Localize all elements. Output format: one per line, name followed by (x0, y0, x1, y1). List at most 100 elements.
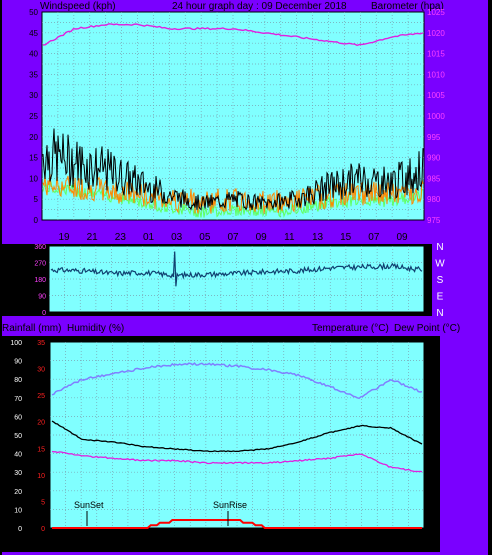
right-tick-label: 1015 (427, 50, 445, 59)
dir-tick-label: 360 (34, 244, 46, 251)
dewpoint-line (51, 450, 423, 473)
x-tick-label: 03 (171, 232, 183, 243)
top-left-ticks: 0 5 10 15 20 25 30 35 40 45 50 (29, 8, 38, 225)
humidity-tick-label: 100 (10, 340, 22, 347)
right-tick-label: 1020 (427, 29, 445, 38)
temperature-tick-label: 35 (428, 363, 436, 370)
bottom-x-ticks: 19 21 23 01 03 05 07 09 11 13 15 07 09 (68, 538, 406, 549)
left-tick-label: 0 (34, 216, 39, 225)
right-tick-label: 1000 (427, 112, 445, 121)
x-tick-label: 19 (68, 538, 80, 549)
sunrise-label: SunRise (213, 500, 247, 510)
temperature-tick-label: 5 (428, 503, 432, 510)
rain-tick-label: 15 (37, 446, 45, 453)
temperature-line (51, 420, 423, 453)
left-tick-label: 30 (29, 91, 38, 100)
dewpoint-label: Dew Point (°C) (394, 323, 460, 334)
rainfall-label: Rainfall (mm) (2, 323, 61, 334)
top-series (42, 23, 424, 218)
x-tick-label: 15 (340, 232, 352, 243)
humidity-tick-label: 60 (14, 414, 22, 421)
left-tick-label: 25 (29, 112, 38, 121)
border-right (488, 0, 492, 555)
right-tick-label: 1010 (427, 70, 445, 79)
right-tick-label: 985 (427, 174, 441, 183)
humidity-ticks: 0 10 20 30 40 50 60 70 80 90 100 (10, 340, 22, 533)
dir-tick-label: 0 (42, 310, 46, 317)
humidity-tick-label: 10 (14, 507, 22, 514)
left-tick-label: 35 (29, 70, 38, 79)
humidity-tick-label: 40 (14, 452, 22, 459)
rainfall-line (52, 519, 422, 529)
humidity-line (51, 362, 423, 400)
x-tick-label: 09 (396, 232, 408, 243)
left-tick-label: 20 (29, 133, 38, 142)
x-tick-label: 07 (231, 538, 243, 549)
direction-plot: 360 270 180 90 0 (34, 244, 425, 317)
compass-label: E (437, 292, 444, 303)
rain-tick-label: 30 (37, 367, 45, 374)
border-left (0, 0, 2, 555)
right-tick-label: 990 (427, 154, 441, 163)
rain-tick-label: 0 (41, 526, 45, 533)
humidity-tick-label: 30 (14, 470, 22, 477)
x-tick-label: 07 (227, 232, 239, 243)
humidity-tick-label: 90 (14, 359, 22, 366)
humidity-tick-label: 80 (14, 377, 22, 384)
wind-direction-line (50, 251, 423, 287)
temperature-tick-label: 25 (428, 410, 436, 417)
x-tick-label: 09 (394, 538, 406, 549)
temperature-ticks: 0 5 10 15 20 25 30 35 40 (428, 340, 436, 533)
right-tick-label: 1025 (427, 8, 445, 17)
x-tick-label: 15 (340, 538, 352, 549)
x-tick-label: 23 (115, 232, 127, 243)
top-x-ticks: 19 21 23 01 03 05 07 09 11 13 15 07 09 (58, 232, 408, 243)
x-tick-label: 09 (256, 232, 268, 243)
left-tick-label: 5 (34, 195, 39, 204)
rain-tick-label: 20 (37, 420, 45, 427)
x-tick-label: 01 (150, 538, 162, 549)
temperature-tick-label: 40 (428, 340, 436, 347)
right-tick-label: 975 (427, 216, 441, 225)
left-tick-label: 50 (29, 8, 38, 17)
x-tick-label: 19 (58, 232, 70, 243)
x-tick-label: 13 (313, 538, 325, 549)
chart-title: 24 hour graph day : 09 December 2018 (172, 1, 347, 12)
rain-tick-label: 25 (37, 393, 45, 400)
temperature-tick-label: 10 (428, 480, 436, 487)
temperature-tick-label: 20 (428, 433, 436, 440)
right-tick-label: 995 (427, 133, 441, 142)
rain-tick-label: 5 (41, 499, 45, 506)
humidity-tick-label: 0 (18, 526, 22, 533)
humidity-tick-label: 70 (14, 396, 22, 403)
windspeed-label: Windspeed (kph) (40, 1, 116, 12)
humidity-label: Humidity (%) (67, 323, 124, 334)
x-tick-label: 11 (284, 232, 295, 243)
rain-ticks: 0 5 10 15 20 25 30 35 (37, 340, 45, 533)
x-tick-label: 21 (96, 538, 108, 549)
x-tick-label: 07 (368, 232, 380, 243)
temperature-label: Temperature (°C) (312, 323, 389, 334)
windspeed-line (42, 128, 424, 211)
temperature-tick-label: 30 (428, 387, 436, 394)
barometer-line (42, 23, 424, 47)
left-tick-label: 40 (29, 50, 38, 59)
dir-tick-label: 90 (38, 294, 46, 301)
mid-grid (49, 246, 424, 312)
top-right-ticks: 975 980 985 990 995 1000 1005 1010 1015 1020 1025 (427, 8, 445, 225)
sunset-label: SunSet (74, 500, 104, 510)
humidity-tick-label: 50 (14, 433, 22, 440)
bottom-grid (50, 342, 424, 528)
right-tick-label: 1005 (427, 91, 445, 100)
mid-series (50, 251, 423, 287)
bottom-series (51, 362, 423, 529)
x-tick-label: 23 (123, 538, 135, 549)
left-tick-label: 10 (29, 174, 38, 183)
compass-label: N (436, 308, 443, 319)
dir-tick-label: 270 (34, 261, 46, 268)
x-tick-label: 11 (286, 538, 297, 549)
x-tick-label: 01 (143, 232, 155, 243)
left-tick-label: 15 (29, 154, 38, 163)
